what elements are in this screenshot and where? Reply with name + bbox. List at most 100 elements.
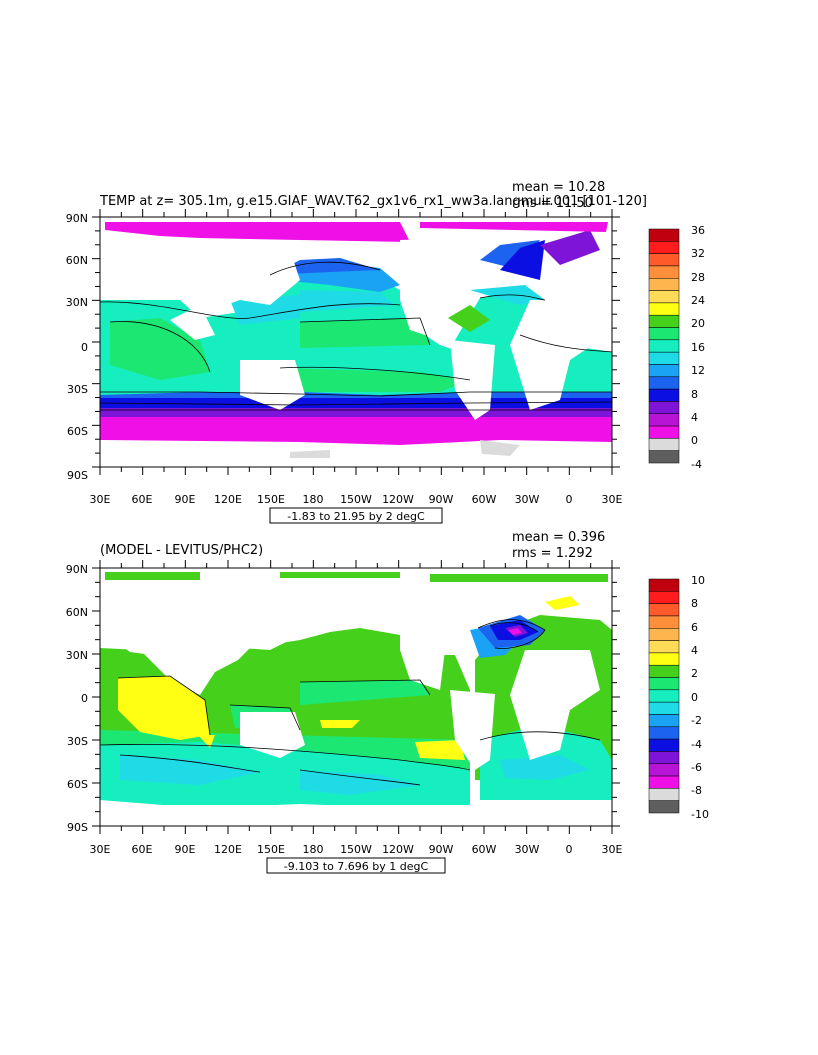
- colorbar-label: 4: [691, 411, 698, 424]
- colorbar-label: -6: [691, 761, 702, 774]
- colorbar-swatch: [648, 640, 680, 654]
- colorbar-swatch: [648, 775, 680, 789]
- colorbar-swatch: [648, 351, 680, 365]
- colorbar-swatches: [648, 578, 680, 814]
- colorbar-label: 8: [691, 388, 698, 401]
- range-label: -1.83 to 21.95 by 2 degC: [287, 510, 425, 523]
- range-box: [266, 857, 446, 874]
- panel-temperature: TEMP at z= 305.1m, g.e15.GIAF_WAV.T62_gx…: [66, 180, 705, 524]
- colorbar-swatch: [648, 364, 680, 378]
- colorbar-swatch: [648, 701, 680, 715]
- lon-tick-label: 30E: [90, 493, 111, 506]
- colorbar-swatch: [648, 603, 680, 617]
- lon-tick-label: 120E: [214, 843, 242, 856]
- lon-tick-label: 90W: [429, 843, 454, 856]
- colorbar-swatch: [648, 800, 680, 814]
- colorbar-swatch: [648, 578, 680, 592]
- lon-tick-label: 120W: [382, 843, 414, 856]
- colorbar-swatch: [648, 376, 680, 390]
- colorbar-label: 28: [691, 271, 705, 284]
- colorbar-label: -4: [691, 458, 702, 471]
- colorbar-label: 20: [691, 317, 705, 330]
- lon-tick-label: 90W: [429, 493, 454, 506]
- lon-tick-label: 60E: [132, 493, 153, 506]
- lon-tick-label: 30E: [90, 843, 111, 856]
- colorbar-swatch: [648, 689, 680, 703]
- mean-label: mean = 0.396: [512, 530, 605, 545]
- range-label: -9.103 to 7.696 by 1 degC: [284, 860, 429, 873]
- lon-tick-label: 60W: [472, 493, 497, 506]
- range-box: [269, 507, 443, 524]
- lat-tick-label: 60N: [66, 606, 88, 619]
- colorbar-label: 12: [691, 364, 705, 377]
- lon-ticks: 30E 60E 90E 120E 150E 180 150W 120W 90W …: [90, 843, 623, 856]
- lat-ticks: 90N 60N 30N 0 30S 60S 90S: [66, 563, 88, 834]
- colorbar-label: -4: [691, 738, 702, 751]
- colorbar-swatch: [648, 652, 680, 666]
- colorbar-label: 32: [691, 247, 705, 260]
- lon-tick-label: 90E: [175, 843, 196, 856]
- lon-tick-label: 30E: [602, 843, 623, 856]
- colorbar-swatch: [648, 438, 680, 451]
- colorbar-swatch: [648, 677, 680, 691]
- colorbar-swatch: [648, 628, 680, 641]
- panel-title: TEMP at z= 305.1m, g.e15.GIAF_WAV.T62_gx…: [99, 194, 647, 209]
- lat-tick-label: 90N: [66, 563, 88, 576]
- lon-tick-label: 150E: [257, 843, 285, 856]
- lon-tick-label: 120W: [382, 493, 414, 506]
- lat-tick-label: 90N: [66, 212, 88, 225]
- colorbar-swatch: [648, 664, 680, 678]
- colorbar-label: -10: [691, 808, 709, 821]
- colorbar-label: 10: [691, 574, 705, 587]
- rms-label: rms = 11.50: [512, 196, 593, 211]
- lon-tick-label: 150E: [257, 493, 285, 506]
- lat-tick-label: 30N: [66, 649, 88, 662]
- colorbar-swatch: [648, 228, 680, 242]
- lon-tick-label: 150W: [340, 843, 372, 856]
- lon-tick-label: 0: [566, 843, 573, 856]
- colorbar-swatch: [648, 763, 680, 777]
- colorbar-swatch: [648, 425, 680, 439]
- lat-tick-label: 30N: [66, 296, 88, 309]
- lon-tick-label: 30E: [602, 493, 623, 506]
- lat-tick-label: 90S: [67, 821, 88, 834]
- colorbar-swatch: [648, 302, 680, 316]
- lat-tick-label: 30S: [67, 735, 88, 748]
- colorbar-label: -2: [691, 714, 702, 727]
- colorbar: 36 32 28 24 20 16 12 8 4 0 -4: [648, 224, 705, 471]
- colorbar-label: 24: [691, 294, 705, 307]
- colorbar-label: -8: [691, 784, 702, 797]
- lat-ticks: 90N 60N 30N 0 30S 60S 90S: [66, 212, 88, 482]
- colorbar-swatch: [648, 241, 680, 254]
- colorbar-swatch: [648, 401, 680, 414]
- lat-tick-label: 0: [81, 692, 88, 705]
- lon-tick-label: 180: [303, 493, 324, 506]
- colorbar-swatch: [648, 314, 680, 328]
- colorbar-label: 8: [691, 597, 698, 610]
- lon-tick-label: 150W: [340, 493, 372, 506]
- colorbar: 10 8 6 4 2 0 -2 -4 -6 -8 -10: [648, 574, 709, 821]
- lon-ticks: 30E 60E 90E 120E 150E 180 150W 120W 90W …: [90, 493, 623, 506]
- colorbar-label: 16: [691, 341, 705, 354]
- colorbar-swatch: [648, 751, 680, 764]
- axis-tick-marks: [92, 560, 620, 834]
- colorbar-label: 0: [691, 691, 698, 704]
- colorbar-swatch: [648, 290, 680, 304]
- lon-tick-label: 120E: [214, 493, 242, 506]
- colorbar-swatch: [648, 327, 680, 341]
- map-field: [100, 217, 612, 467]
- colorbar-label: 0: [691, 434, 698, 447]
- colorbar-swatch: [648, 726, 680, 740]
- rms-label: rms = 1.292: [512, 546, 593, 561]
- colorbar-swatch: [648, 278, 680, 291]
- lat-tick-label: 30S: [67, 383, 88, 396]
- colorbar-label: 36: [691, 224, 705, 237]
- colorbar-swatch: [648, 413, 680, 427]
- lon-tick-label: 30W: [515, 843, 540, 856]
- lat-tick-label: 60S: [67, 778, 88, 791]
- colorbar-swatch: [648, 591, 680, 604]
- lon-tick-label: 30W: [515, 493, 540, 506]
- colorbar-label: 4: [691, 644, 698, 657]
- colorbar-swatch: [648, 339, 680, 353]
